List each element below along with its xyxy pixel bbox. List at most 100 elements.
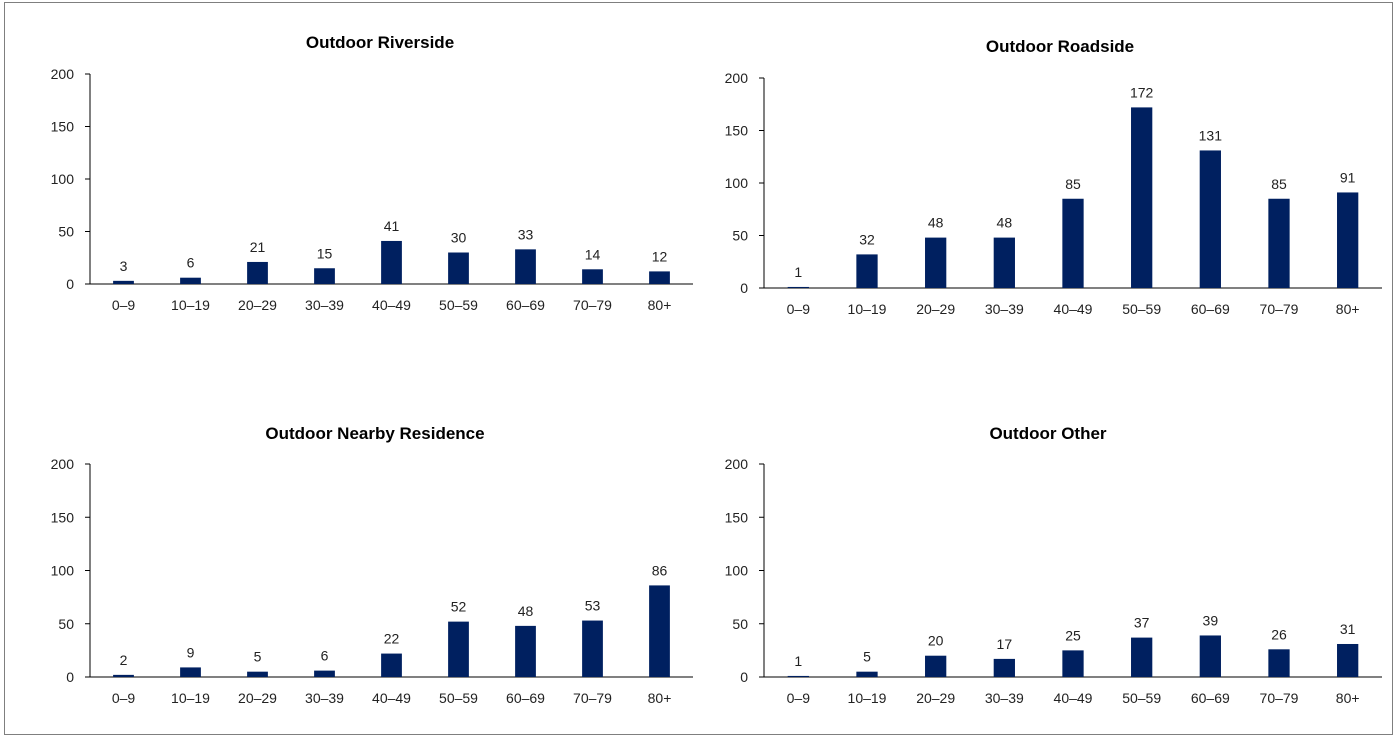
- bar: [925, 237, 947, 288]
- data-label: 85: [1065, 176, 1081, 192]
- x-tick-label: 60–69: [506, 690, 545, 706]
- bar: [1199, 150, 1221, 288]
- x-tick-label: 20–29: [238, 690, 277, 706]
- x-tick-label: 30–39: [985, 690, 1024, 706]
- x-tick-label: 30–39: [305, 297, 344, 313]
- data-label: 2: [120, 652, 128, 668]
- x-tick-label: 20–29: [916, 690, 955, 706]
- bar: [856, 254, 878, 288]
- bar: [787, 286, 809, 288]
- x-tick-label: 60–69: [506, 297, 545, 313]
- y-tick-label: 200: [51, 66, 75, 82]
- y-tick-label: 0: [66, 276, 74, 292]
- data-label: 39: [1203, 612, 1219, 628]
- y-tick-label: 100: [725, 563, 749, 579]
- data-label: 1: [794, 653, 802, 669]
- x-tick-label: 30–39: [985, 301, 1024, 317]
- data-label: 53: [585, 598, 601, 614]
- data-label: 33: [518, 226, 534, 242]
- bar: [856, 671, 878, 677]
- y-tick-label: 50: [732, 616, 748, 632]
- bar: [1131, 107, 1153, 289]
- bar: [1062, 198, 1084, 288]
- data-label: 37: [1134, 615, 1150, 631]
- x-tick-label: 60–69: [1191, 690, 1230, 706]
- data-label: 48: [518, 603, 534, 619]
- bar: [247, 671, 268, 677]
- data-label: 91: [1340, 169, 1356, 185]
- data-label: 172: [1130, 84, 1154, 100]
- chart-panel-1: Outdoor Riverside 0 50 100 150 200 3 0–9 6 10–19 2…: [51, 33, 693, 313]
- bar: [582, 620, 603, 677]
- data-label: 17: [997, 636, 1013, 652]
- bar: [993, 237, 1015, 288]
- data-label: 5: [863, 649, 871, 665]
- data-label: 32: [859, 231, 875, 247]
- bar: [1337, 192, 1359, 288]
- x-tick-label: 10–19: [171, 297, 210, 313]
- y-tick-label: 150: [725, 509, 749, 525]
- data-label: 86: [652, 562, 668, 578]
- data-label: 41: [384, 218, 400, 234]
- x-tick-label: 70–79: [1260, 690, 1299, 706]
- figure-frame: [4, 2, 1393, 735]
- data-label: 31: [1340, 621, 1356, 637]
- x-tick-label: 10–19: [171, 690, 210, 706]
- y-tick-label: 0: [740, 280, 748, 296]
- data-label: 52: [451, 599, 467, 615]
- y-tick-label: 50: [58, 224, 74, 240]
- data-label: 3: [120, 258, 128, 274]
- x-tick-label: 50–59: [1122, 690, 1161, 706]
- x-tick-label: 50–59: [439, 690, 478, 706]
- x-tick-label: 20–29: [238, 297, 277, 313]
- bar: [1131, 637, 1153, 677]
- data-label: 85: [1271, 176, 1287, 192]
- x-tick-label: 50–59: [1122, 301, 1161, 317]
- y-tick-label: 100: [51, 171, 75, 187]
- bar: [113, 674, 134, 677]
- bar: [649, 585, 670, 677]
- data-label: 5: [254, 649, 262, 665]
- bar: [1199, 635, 1221, 677]
- x-tick-label: 10–19: [848, 301, 887, 317]
- bar: [113, 280, 134, 284]
- data-label: 48: [997, 215, 1013, 231]
- x-tick-label: 40–49: [1054, 301, 1093, 317]
- y-tick-label: 200: [725, 70, 749, 86]
- bar: [314, 268, 335, 284]
- x-tick-label: 80+: [648, 690, 672, 706]
- y-tick-label: 50: [732, 228, 748, 244]
- bar: [1268, 649, 1290, 677]
- data-label: 131: [1199, 127, 1223, 143]
- bar: [582, 269, 603, 284]
- bar: [381, 240, 402, 284]
- data-label: 30: [451, 230, 467, 246]
- bar: [448, 252, 469, 284]
- bar: [180, 277, 201, 284]
- data-label: 26: [1271, 626, 1287, 642]
- bar: [180, 667, 201, 677]
- x-tick-label: 80+: [1336, 301, 1360, 317]
- x-tick-label: 70–79: [573, 297, 612, 313]
- chart-title: Outdoor Riverside: [306, 33, 454, 52]
- x-tick-label: 0–9: [787, 690, 811, 706]
- bar: [515, 249, 536, 284]
- bar: [314, 670, 335, 677]
- bar: [649, 271, 670, 284]
- y-tick-label: 200: [725, 456, 749, 472]
- bar: [381, 653, 402, 677]
- data-label: 12: [652, 248, 668, 264]
- bar: [1268, 198, 1290, 288]
- bar: [787, 675, 809, 677]
- x-tick-label: 70–79: [573, 690, 612, 706]
- chart-title: Outdoor Nearby Residence: [265, 424, 484, 443]
- y-tick-label: 150: [725, 123, 749, 139]
- y-tick-label: 100: [51, 563, 75, 579]
- bar: [993, 658, 1015, 677]
- y-tick-label: 0: [740, 669, 748, 685]
- data-label: 15: [317, 245, 333, 261]
- x-tick-label: 40–49: [1054, 690, 1093, 706]
- y-tick-label: 100: [725, 175, 749, 191]
- x-tick-label: 80+: [648, 297, 672, 313]
